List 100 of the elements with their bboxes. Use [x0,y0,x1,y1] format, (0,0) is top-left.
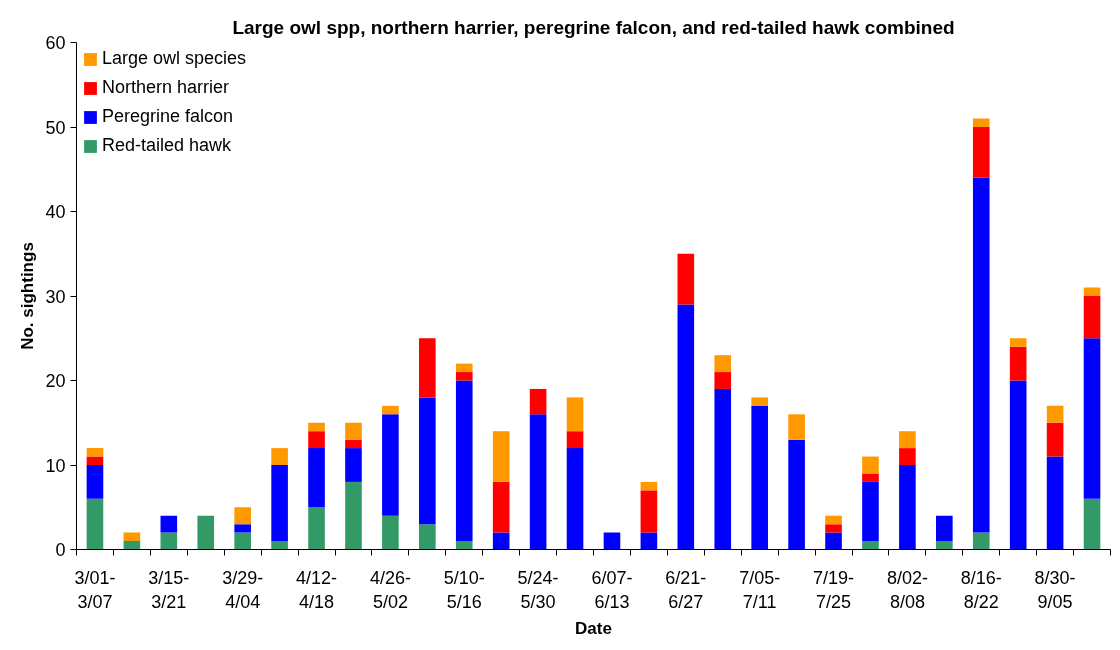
legend-label: Northern harrier [102,77,230,98]
bar [271,465,288,542]
bar [308,448,325,508]
x-tick-label: 3/01-3/07 [74,567,116,612]
bar [123,541,141,550]
bar [972,127,990,178]
bar [677,304,695,550]
bar [345,481,362,550]
x-tick-label: 8/16-8/22 [960,567,1002,612]
bar [455,363,473,373]
bar [382,405,399,415]
bar [714,355,732,373]
bar [529,388,547,415]
bar [1009,338,1027,347]
bar [1046,405,1064,423]
bar [640,490,658,533]
bar [1083,296,1101,339]
bar [1083,338,1101,499]
x-tick-label: 6/21-6/27 [665,567,707,612]
bar [492,431,510,482]
bar [382,414,399,516]
bar [419,338,436,398]
bar [1009,346,1027,381]
bar [936,515,953,542]
bar [825,532,842,550]
x-tick-label: 7/19-7/25 [813,567,855,612]
bar [308,431,325,449]
bar [566,397,584,432]
bar [308,422,325,432]
bar [825,515,842,525]
bar [86,498,104,550]
bar [1083,287,1101,296]
bar [862,481,879,542]
bar [936,541,953,550]
bar [677,253,695,305]
bar [86,456,104,465]
bar [345,422,362,440]
bar [160,515,178,533]
x-axis-title: Date [575,618,612,638]
bar [714,372,732,389]
bar [566,431,584,449]
x-tick-label: 7/05-7/11 [739,567,781,612]
legend-label: Red-tailed hawk [102,135,232,156]
x-tick-label: 4/12-4/18 [296,567,338,612]
y-tick-label: 60 [45,33,66,53]
bar [603,532,621,550]
bar [345,448,362,482]
x-tick-label: 3/29-4/04 [222,567,264,612]
x-tick-label: 5/10-5/16 [443,567,485,612]
bar [751,405,768,550]
legend-label: Peregrine falcon [102,106,234,127]
bar [1046,456,1064,550]
bar [972,532,990,550]
bar [1046,422,1064,457]
bar [123,532,141,542]
bar [308,507,325,550]
bar [455,372,473,381]
bar [566,448,584,550]
bar [345,439,362,449]
bar [197,515,215,550]
bar [899,448,916,465]
bar [234,532,251,550]
x-tick-label: 4/26-5/02 [369,567,411,612]
y-tick-label: 30 [45,286,66,307]
bar [714,388,732,550]
bar [455,541,473,550]
x-tick-label: 8/02-8/08 [886,567,928,612]
bar [825,524,842,533]
bar [899,431,916,449]
bar [862,456,879,474]
y-tick-label: 20 [45,371,66,391]
bar [271,541,288,550]
y-axis-title: No. sightings [18,242,38,350]
y-tick-label: 40 [45,202,66,222]
bar [640,532,658,550]
bar [640,481,658,491]
bar [788,439,805,550]
bar [419,397,436,525]
bar [382,515,399,550]
chart-title: Large owl spp, northern harrier, peregrine falcon, and red-tailed hawk combined [232,16,955,38]
bar [86,465,104,499]
x-tick-label: 5/24-5/30 [517,567,559,612]
bar [862,541,879,550]
y-tick-label: 0 [55,540,66,560]
bar [492,481,510,533]
bar [751,397,768,406]
bar [86,448,104,457]
bar [788,414,805,440]
bar [234,524,251,533]
bar [862,473,879,482]
bar [1009,380,1027,550]
x-tick-label: 3/15-3/21 [148,567,190,612]
bar [1083,498,1101,550]
y-tick-label: 10 [45,455,66,476]
y-tick-label: 50 [45,117,66,138]
bar [972,177,990,533]
bar [972,118,990,127]
bar [419,524,436,550]
bar [899,465,916,550]
bar [234,507,251,525]
